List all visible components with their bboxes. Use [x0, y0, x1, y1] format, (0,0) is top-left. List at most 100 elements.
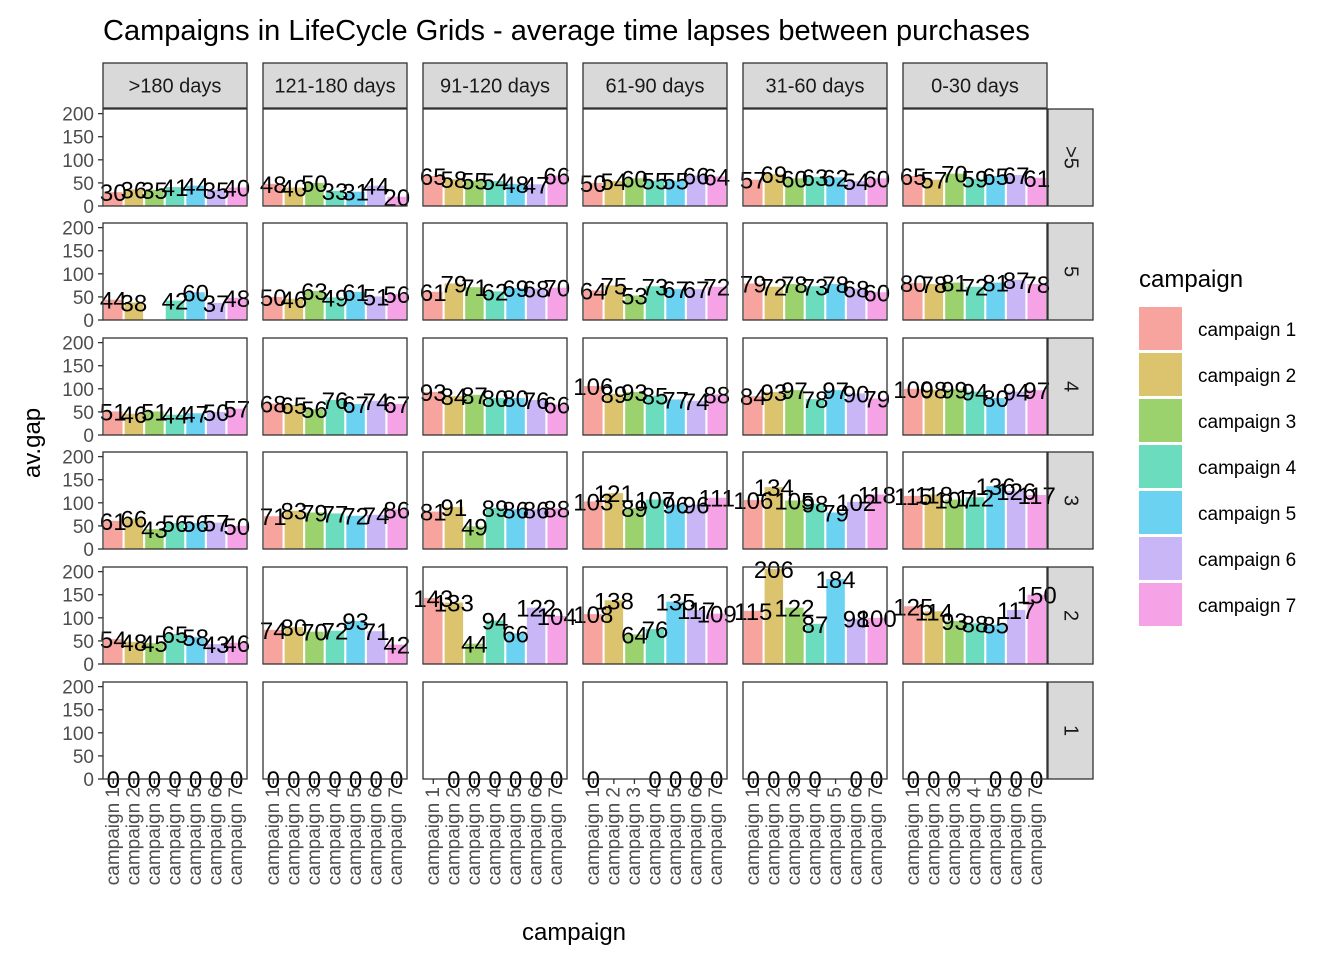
bar	[604, 600, 624, 664]
column-strip-label: 31-60 days	[766, 76, 865, 98]
bar	[444, 506, 464, 549]
bar	[1027, 594, 1046, 664]
bar-value-label: 72	[322, 619, 349, 646]
bar-value-label: 46	[223, 631, 250, 658]
x-tick-label: campaign 1	[103, 787, 124, 885]
x-tick-label: campaign 3	[144, 787, 165, 885]
bar-value-label: 72	[342, 504, 369, 531]
x-tick-label: campaign 6	[1006, 787, 1027, 885]
bar	[264, 183, 283, 206]
bar	[965, 623, 985, 664]
bar-value-label: 89	[601, 382, 628, 409]
bar-value-label: 103	[573, 489, 613, 516]
bar-value-label: 80	[281, 615, 308, 642]
y-tick-label: 200	[62, 334, 94, 355]
bar-value-label: 57	[921, 168, 948, 195]
bar	[165, 187, 185, 206]
legend-key	[1139, 307, 1182, 350]
y-tick-label: 100	[62, 724, 94, 745]
bar	[145, 643, 164, 664]
bar-value-label: 118	[858, 482, 896, 509]
panel-border	[742, 451, 888, 550]
bar	[744, 179, 763, 206]
bar	[986, 486, 1005, 549]
bar	[465, 287, 484, 320]
bar	[387, 294, 406, 320]
bar-value-label: 64	[580, 278, 607, 305]
bar-value-label: 62	[822, 165, 849, 192]
x-tick-label: campaign 5	[665, 787, 686, 885]
bar	[904, 606, 923, 664]
bar	[584, 614, 603, 664]
bar-value-label: 56	[162, 511, 189, 538]
bar	[465, 180, 484, 206]
row-strip-label: 2	[1060, 610, 1082, 621]
bar-value-label: 88	[962, 611, 989, 638]
bar	[965, 497, 985, 549]
x-tick-label: campaign 2	[283, 787, 304, 885]
bar-value-label: 35	[141, 178, 168, 205]
bar-value-label: 42	[383, 633, 410, 660]
panel-border	[262, 337, 408, 436]
y-tick-label: 0	[83, 311, 94, 332]
bar-value-label: 74	[363, 503, 390, 530]
x-tick-label: campaign 7	[706, 787, 727, 885]
bar-value-label: 89	[482, 496, 509, 523]
bar	[744, 283, 763, 320]
chart-title: Campaigns in LifeCycle Grids - average t…	[103, 15, 1030, 47]
bar	[1027, 283, 1046, 320]
bar	[645, 395, 665, 435]
bar-value-label: 94	[962, 380, 989, 407]
x-tick-label: campaign 7	[226, 787, 247, 885]
y-tick-label: 200	[62, 219, 94, 240]
bar	[666, 504, 685, 549]
bar	[305, 182, 324, 206]
bar-value-label: 47	[523, 172, 550, 199]
x-tick-label: campaign 5	[345, 787, 366, 885]
bar	[506, 509, 525, 549]
bar-value-label: 62	[482, 279, 509, 306]
bar	[165, 633, 185, 664]
bar-value-label: 50	[580, 171, 607, 198]
bar-value-label: 96	[683, 493, 710, 520]
bar-value-label: 44	[182, 174, 209, 201]
column-strip-label: 91-120 days	[440, 76, 550, 98]
row-strip-label: 3	[1060, 495, 1082, 506]
bar-value-label: 117	[677, 598, 715, 625]
bar	[1027, 494, 1046, 549]
bar	[186, 413, 205, 435]
bar	[124, 518, 144, 549]
y-tick-label: 150	[62, 242, 94, 263]
bar-value-label: 38	[121, 290, 148, 317]
bar	[986, 175, 1005, 206]
bar-value-label: 57	[223, 397, 250, 424]
bar	[904, 283, 923, 320]
y-tick-label: 50	[73, 403, 94, 424]
x-tick-label: campaign 5	[985, 787, 1006, 885]
bar	[444, 283, 464, 320]
bar	[924, 179, 944, 206]
panels-layer: >180 days 121-180 days 91-120 days 61-90 da…	[62, 62, 1094, 886]
bar	[485, 291, 505, 320]
y-tick-label: 150	[62, 586, 94, 607]
panel-background	[103, 682, 247, 779]
bar-value-label: 76	[642, 617, 669, 644]
bar	[744, 610, 763, 664]
bar-value-label: 80	[982, 386, 1009, 413]
y-tick-label: 50	[73, 517, 94, 538]
bar-value-label: 48	[223, 286, 250, 313]
bar	[707, 394, 726, 435]
bar	[366, 296, 386, 320]
bar-value-label: 61	[420, 280, 447, 307]
bar	[284, 298, 304, 320]
bar-value-label: 59	[962, 167, 989, 194]
x-tick-label: campaign 4	[965, 787, 986, 886]
x-tick-label: campaign 3	[784, 787, 805, 885]
